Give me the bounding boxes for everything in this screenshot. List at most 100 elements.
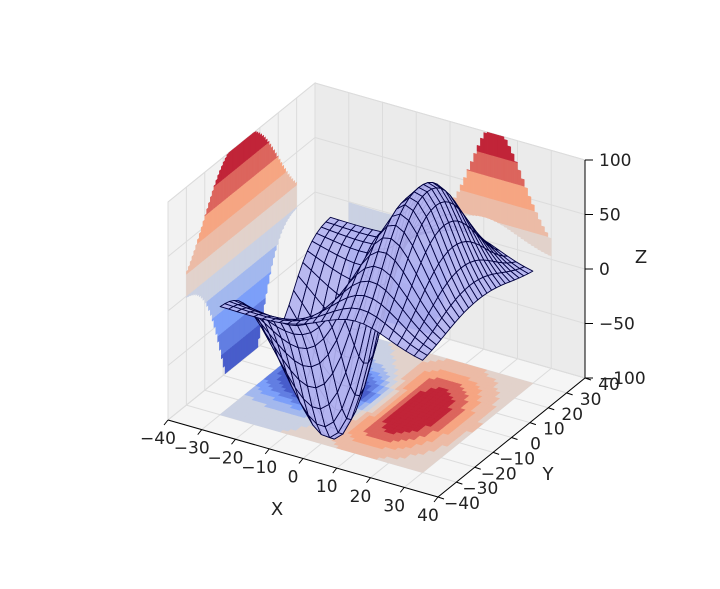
x-wall-band [237, 230, 240, 256]
x-wall-band [279, 161, 283, 178]
x-wall-band [217, 173, 220, 185]
x-wall-band [222, 242, 226, 267]
x-wall-band [261, 233, 264, 258]
x-wall-band [263, 144, 266, 169]
x-tick-label: 20 [350, 487, 372, 507]
x-wall-band [270, 225, 273, 251]
x-wall-band [252, 262, 255, 287]
x-wall-band [232, 147, 235, 173]
y-wall-band [513, 161, 518, 185]
x-wall-band [244, 137, 248, 162]
y-wall-band [348, 202, 353, 225]
y-wall-band [483, 152, 488, 177]
y-tick [437, 496, 445, 500]
y-wall-band [466, 191, 471, 215]
y-wall-band [537, 233, 542, 251]
x-wall-band [217, 181, 220, 206]
y-wall-band [503, 139, 508, 161]
x-wall-band [289, 175, 292, 192]
x-tick [197, 429, 203, 435]
y-wall-band [524, 186, 528, 210]
x-wall-band [195, 243, 198, 268]
x-wall-band [224, 328, 228, 353]
x-wall-band [232, 256, 235, 282]
y-wall-band [510, 182, 515, 206]
x-wall-band [270, 160, 273, 185]
x-wall-band [208, 201, 211, 214]
x-wall-band [235, 253, 239, 279]
x-wall-band [233, 255, 237, 280]
x-wall-band [211, 273, 215, 298]
x-wall-band [266, 228, 270, 254]
x-wall-band [217, 268, 220, 294]
y-wall-band [520, 178, 525, 187]
y-wall-band [524, 207, 528, 232]
x-wall-band [237, 317, 240, 343]
x-wall-band [252, 131, 255, 156]
y-wall-band [520, 228, 525, 240]
x-tick-label: −30 [174, 439, 210, 459]
x-wall-band [237, 187, 240, 212]
y-wall-band [470, 170, 474, 194]
x-wall-band [210, 209, 213, 234]
x-wall-band [265, 164, 268, 190]
x-wall-band [266, 141, 270, 166]
x-wall-band [244, 202, 248, 228]
x-wall-band [206, 255, 209, 281]
x-wall-band [289, 188, 292, 214]
x-wall-band [263, 231, 266, 257]
x-wall-band [208, 298, 211, 312]
x-wall-band [270, 203, 273, 229]
x-wall-band [272, 149, 275, 162]
x-axis-line [167, 419, 439, 498]
x-wall-band [259, 133, 262, 150]
x-wall-band [246, 179, 250, 204]
x-wall-band [261, 255, 264, 280]
x-wall-band [200, 225, 204, 242]
y-wall-band [368, 208, 373, 231]
x-wall-band [210, 296, 213, 317]
x-wall-band [195, 264, 198, 290]
y-wall-band [490, 198, 495, 221]
x-wall-band [222, 160, 226, 180]
x-wall-band [285, 191, 288, 217]
z-tick-label: −100 [599, 369, 646, 389]
x-wall-band [230, 236, 233, 261]
y-wall-band [507, 159, 512, 183]
x-wall-band [187, 270, 191, 296]
y-wall-band [540, 225, 545, 236]
x-wall-band [224, 197, 228, 222]
x-wall-band [248, 265, 251, 290]
x-wall-band [221, 164, 224, 182]
x-wall-band [200, 260, 204, 285]
x-wall-band [239, 250, 242, 276]
floor-contour-cell [524, 381, 534, 386]
x-wall-band [232, 322, 235, 347]
x-wall-band [211, 295, 215, 320]
x-wall-band [246, 332, 250, 357]
x-wall-band [224, 219, 228, 244]
y-wall-band [517, 183, 522, 208]
x-tick [332, 467, 338, 474]
y-wall-band [537, 218, 542, 236]
x-wall-band [217, 225, 220, 250]
x-wall-band [213, 293, 217, 318]
x-wall-band [257, 323, 261, 340]
x-wall-band [221, 287, 224, 313]
x-wall-band [250, 285, 253, 311]
x-wall-band [261, 189, 264, 214]
x-wall-band [254, 151, 257, 177]
x-wall-band [274, 157, 277, 182]
x-wall-band [235, 188, 239, 213]
y-tick-label: 20 [561, 405, 583, 425]
ywall-grid-z [314, 82, 586, 161]
y-wall-band [486, 175, 491, 199]
x-wall-band [237, 143, 240, 168]
x-wall-band [243, 247, 246, 273]
x-wall-band [228, 172, 231, 198]
y-wall-band [358, 205, 363, 228]
x-wall-band [186, 272, 189, 297]
x-wall-band [257, 214, 261, 239]
x-wall-band [244, 224, 248, 250]
